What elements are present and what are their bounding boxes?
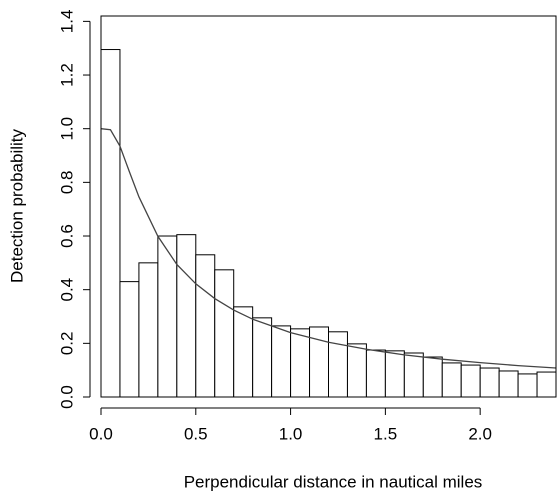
y-tick-label: 1.0 bbox=[57, 117, 76, 141]
bar bbox=[460, 364, 481, 398]
bar bbox=[498, 370, 519, 398]
x-tick-label: 1.5 bbox=[374, 424, 398, 443]
bar bbox=[309, 326, 329, 398]
bar bbox=[233, 306, 254, 398]
y-tick-label: 0.0 bbox=[57, 385, 76, 409]
y-tick-label: 0.2 bbox=[57, 332, 76, 356]
x-tick-label: 0.5 bbox=[184, 424, 208, 443]
y-tick-label: 0.6 bbox=[57, 224, 76, 248]
bar bbox=[214, 269, 235, 398]
x-tick-label: 2.0 bbox=[468, 424, 492, 443]
bar bbox=[441, 362, 462, 398]
bar bbox=[422, 356, 443, 398]
x-axis-label: Perpendicular distance in nautical miles bbox=[184, 472, 483, 491]
y-tick-label: 1.2 bbox=[57, 63, 76, 87]
y-tick-label: 0.8 bbox=[57, 171, 76, 195]
bar bbox=[100, 49, 121, 398]
bar bbox=[195, 254, 216, 398]
bar bbox=[479, 367, 500, 398]
bar bbox=[176, 234, 197, 398]
bar bbox=[252, 317, 273, 398]
bar bbox=[271, 325, 292, 398]
bar bbox=[290, 328, 311, 398]
x-tick-label: 1.0 bbox=[279, 424, 303, 443]
bar bbox=[403, 352, 424, 398]
x-tick-label: 0.0 bbox=[89, 424, 113, 443]
bar bbox=[365, 349, 386, 398]
bar bbox=[517, 373, 538, 398]
bar bbox=[119, 281, 140, 398]
bar bbox=[384, 350, 405, 398]
bar bbox=[138, 262, 159, 398]
y-tick-label: 1.4 bbox=[57, 10, 76, 34]
plot-box bbox=[100, 15, 557, 398]
y-tick-label: 0.4 bbox=[57, 278, 76, 302]
bar bbox=[536, 371, 557, 398]
bar bbox=[346, 343, 367, 398]
y-axis-label: Detection probability bbox=[7, 128, 26, 283]
detection-curve bbox=[100, 128, 557, 369]
bar bbox=[328, 331, 348, 398]
